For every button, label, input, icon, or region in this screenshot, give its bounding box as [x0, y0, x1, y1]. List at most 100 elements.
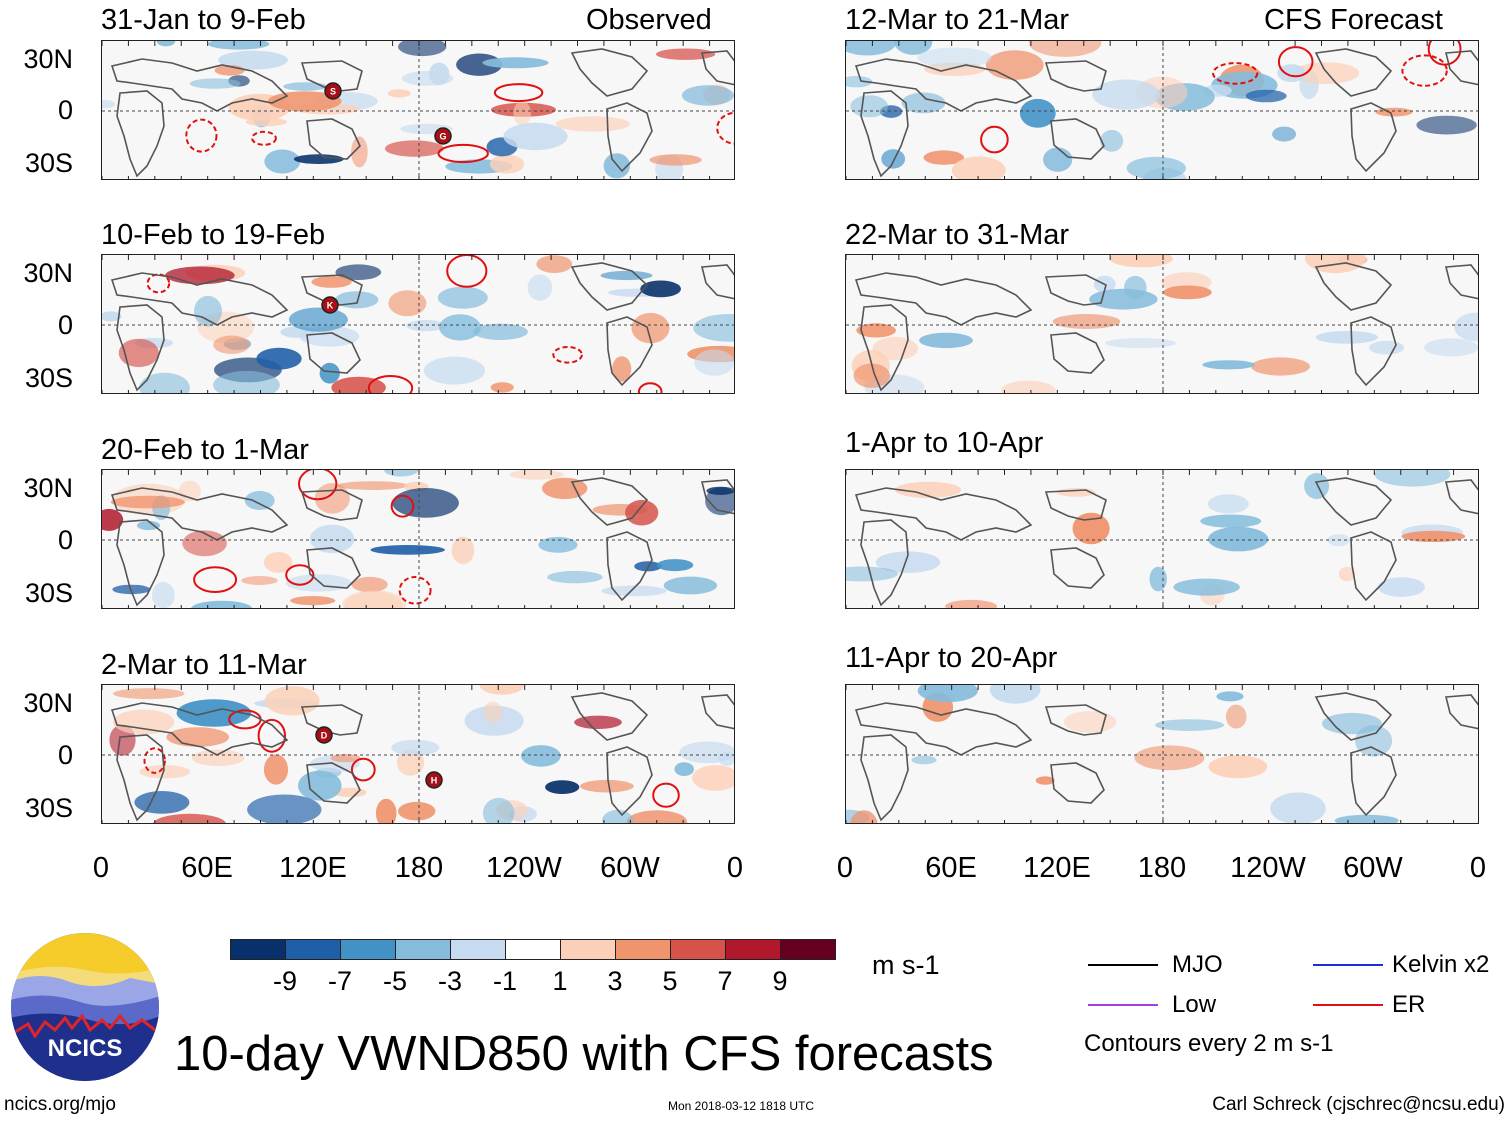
wind-anomaly-patch	[110, 495, 185, 509]
footer-url[interactable]: ncics.org/mjo	[4, 1094, 116, 1115]
map-panel-forecast-3	[845, 469, 1479, 609]
wind-anomaly-patch	[176, 699, 252, 727]
colorbar-swatch	[505, 939, 561, 960]
er-contour	[446, 255, 488, 288]
coastline	[606, 746, 653, 817]
coastline	[306, 332, 361, 374]
lat-label-30s: 30S	[24, 363, 73, 393]
colorbar-label: 1	[552, 966, 568, 996]
wind-anomaly-patch	[1454, 312, 1478, 342]
wind-anomaly-patch	[1126, 156, 1186, 179]
coastline	[110, 272, 289, 326]
coastline	[300, 704, 363, 736]
wind-anomaly-patch	[545, 780, 580, 794]
wind-anomaly-patch	[482, 797, 515, 823]
coastline	[1444, 694, 1478, 730]
er-contour	[1277, 46, 1314, 78]
legend-line-low	[1088, 1004, 1158, 1006]
lon-label: 120E	[1023, 852, 1091, 884]
wind-anomaly-patch	[850, 810, 878, 823]
panel-title-right-4: 11-Apr to 20-Apr	[845, 642, 1058, 674]
storm-marker-letter: H	[431, 776, 438, 786]
wind-anomaly-patch	[1315, 330, 1379, 344]
storm-marker: K	[321, 296, 339, 314]
wind-anomaly-patch	[663, 576, 718, 595]
coastline	[1050, 547, 1105, 589]
wind-anomaly-patch	[1208, 526, 1269, 552]
wind-anomaly-patch	[102, 311, 122, 322]
wind-anomaly-patch	[256, 347, 302, 370]
wind-anomaly-patch	[194, 295, 222, 327]
coastline	[1044, 60, 1107, 92]
wind-anomaly-patch	[1035, 776, 1055, 785]
lat-label-eq: 0	[57, 740, 73, 770]
coastline	[1444, 479, 1478, 515]
wind-anomaly-patch	[113, 688, 185, 700]
wind-anomaly-patch	[536, 255, 573, 273]
storm-marker-letter: D	[321, 731, 328, 741]
lon-label: 0	[92, 852, 110, 884]
wind-anomaly-patch	[631, 312, 670, 344]
wind-anomaly-patch	[311, 276, 352, 288]
coastline	[116, 90, 165, 178]
wind-anomaly-patch	[612, 356, 632, 382]
lon-label: 180	[1137, 852, 1187, 884]
coastline	[700, 264, 734, 300]
wind-anomaly-patch	[218, 50, 288, 70]
wind-anomaly-patch	[1270, 792, 1326, 823]
wind-anomaly-patch	[625, 499, 659, 526]
lat-label-eq: 0	[57, 95, 73, 125]
storm-marker: H	[425, 771, 443, 789]
colorbar-swatch	[230, 939, 286, 960]
wind-anomaly-patch	[894, 41, 933, 55]
colorbar-label: 7	[717, 966, 733, 996]
er-contour	[716, 111, 734, 145]
wind-anomaly-patch	[423, 356, 485, 385]
wind-anomaly-patch	[247, 794, 322, 823]
wind-anomaly-patch	[388, 290, 427, 317]
panel-title-left-1: 31-Jan to 9-Feb	[101, 4, 306, 36]
wind-anomaly-patch	[151, 581, 175, 608]
legend-label-er: ER	[1392, 991, 1426, 1018]
wind-anomaly-patch	[330, 753, 361, 763]
wind-anomaly-patch	[1028, 41, 1102, 57]
wind-anomaly-patch	[351, 576, 388, 593]
observed-label: Observed	[586, 4, 712, 36]
lat-label-30n: 30N	[23, 688, 73, 718]
coastline	[854, 702, 1033, 756]
lon-label: 120W	[1230, 852, 1306, 884]
legend-label-low: Low	[1172, 991, 1217, 1018]
coastline	[1050, 332, 1105, 374]
er-contour	[185, 118, 218, 153]
map-graphic: DH	[102, 685, 734, 823]
wind-anomaly-patch	[1216, 691, 1244, 702]
colorbar-swatch	[670, 939, 726, 960]
colorbar-swatch	[725, 939, 781, 960]
wind-anomaly-patch	[656, 48, 716, 60]
map-panel-forecast-1	[845, 40, 1479, 180]
colorbar-swatch	[560, 939, 616, 960]
wind-anomaly-patch	[482, 57, 549, 69]
wind-anomaly-patch	[309, 524, 355, 554]
map-graphic	[846, 685, 1478, 823]
footer-author: Carl Schreck (cjschrec@ncsu.edu)	[1212, 1094, 1505, 1115]
coastline	[116, 304, 165, 392]
wind-anomaly-patch	[945, 599, 998, 608]
lat-label-30n: 30N	[23, 473, 73, 503]
panel-title-left-2: 10-Feb to 19-Feb	[101, 219, 326, 251]
lon-label: 60W	[1343, 852, 1403, 884]
coastline	[860, 734, 909, 822]
wind-anomaly-patch	[1251, 357, 1310, 376]
colorbar-label: 5	[662, 966, 678, 996]
wind-anomaly-patch	[1052, 314, 1121, 329]
colorbar-units: m s-1	[872, 950, 940, 980]
lat-label-eq: 0	[57, 525, 73, 555]
cfs-forecast-label: CFS Forecast	[1264, 4, 1443, 36]
wind-anomaly-patch	[1019, 98, 1056, 128]
coastline	[300, 489, 363, 521]
lon-label: 0	[1469, 852, 1487, 884]
wind-anomaly-patch	[895, 481, 962, 498]
wind-anomaly-patch	[384, 470, 419, 477]
